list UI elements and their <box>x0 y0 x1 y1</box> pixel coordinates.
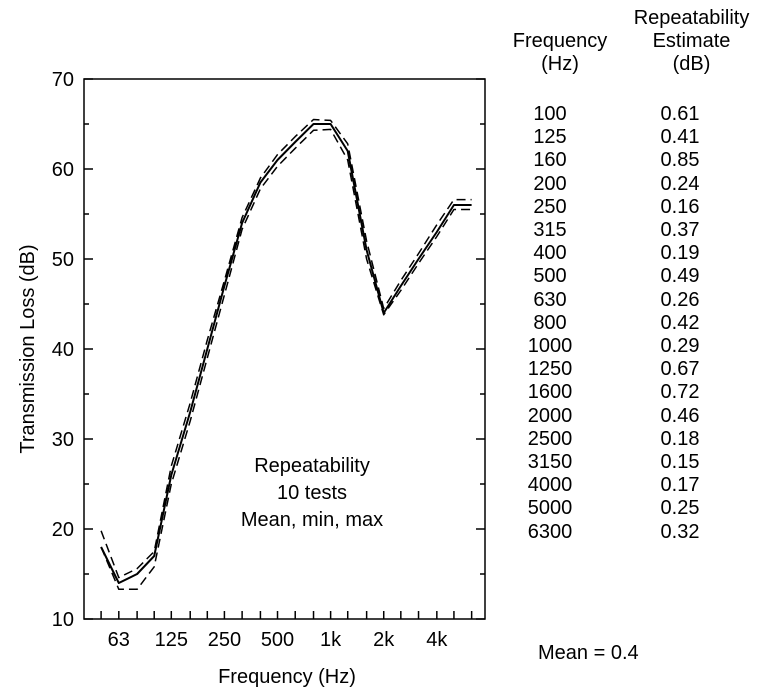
header-repeatability-line-1: Repeatability <box>633 7 750 29</box>
series-line-min <box>100 128 472 591</box>
row-frequency: 2000 <box>527 404 573 427</box>
row-repeatability: 0.16 <box>660 195 700 218</box>
row-repeatability: 0.18 <box>660 427 700 450</box>
transmission-loss-chart: 10 20 30 40 50 60 70 63 125 250 500 1k 2k 4k Transmi… <box>17 69 486 688</box>
row-frequency: 630 <box>533 288 567 311</box>
table-row: 400 0.19 <box>500 242 760 265</box>
row-repeatability: 0.42 <box>660 311 700 334</box>
table-row: 250 0.16 <box>500 196 760 219</box>
row-frequency: 500 <box>533 265 567 288</box>
x-tick-label: 250 <box>208 629 241 651</box>
row-repeatability: 0.46 <box>660 404 700 427</box>
row-frequency: 160 <box>533 149 567 172</box>
header-repeatability-line-2: Estimate <box>652 30 731 52</box>
chart-annotation: Repeatability 10 tests Mean, min, max <box>241 455 383 531</box>
row-repeatability: 0.29 <box>660 335 700 357</box>
annotation-line-3: Mean, min, max <box>241 509 383 531</box>
series-line-mean <box>100 123 472 584</box>
table-row: 4000 0.17 <box>500 474 760 497</box>
y-tick-label: 70 <box>52 69 74 91</box>
row-repeatability: 0.72 <box>660 381 700 404</box>
row-repeatability: 0.32 <box>660 520 700 543</box>
row-frequency: 5000 <box>527 497 573 520</box>
table-row: 1600 0.72 <box>500 381 760 404</box>
x-tick-label: 1k <box>320 629 342 651</box>
table-row: 6300 0.32 <box>500 521 760 544</box>
row-repeatability: 0.49 <box>660 265 700 288</box>
y-axis-ticks: 10 20 30 40 50 60 70 <box>52 69 485 631</box>
x-tick-label: 500 <box>261 629 294 651</box>
table-row: 100 0.61 <box>500 103 760 126</box>
row-frequency: 125 <box>533 126 567 149</box>
table-header-repeatability: Repeatability Estimate (dB) <box>620 7 763 76</box>
row-repeatability: 0.24 <box>660 172 700 195</box>
header-frequency-line-2: (Hz) <box>541 53 579 75</box>
row-repeatability: 0.26 <box>660 288 700 311</box>
y-axis-label: Transmission Loss (dB) <box>17 244 39 453</box>
table-row: 200 0.24 <box>500 173 760 196</box>
y-tick-label: 10 <box>52 609 74 631</box>
row-frequency: 315 <box>533 219 567 241</box>
row-frequency: 200 <box>533 172 567 195</box>
table-row: 160 0.85 <box>500 149 760 172</box>
row-repeatability: 0.85 <box>660 149 700 172</box>
row-repeatability: 0.37 <box>660 219 700 241</box>
row-frequency: 4000 <box>527 474 573 497</box>
table-row: 125 0.41 <box>500 126 760 149</box>
table-header-frequency: Frequency (Hz) <box>495 30 625 76</box>
table-row: 315 0.37 <box>500 219 760 242</box>
x-tick-label: 125 <box>155 629 188 651</box>
row-repeatability: 0.19 <box>660 242 700 265</box>
table-row: 500 0.49 <box>500 265 760 288</box>
series-line-max <box>100 118 472 579</box>
table-row: 2000 0.46 <box>500 405 760 428</box>
mean-value-text: Mean = 0.4 <box>538 642 639 664</box>
row-frequency: 400 <box>533 242 567 265</box>
x-tick-label: 63 <box>108 629 130 651</box>
row-repeatability: 0.67 <box>660 358 700 381</box>
row-repeatability: 0.15 <box>660 451 700 473</box>
table-row: 800 0.42 <box>500 312 760 335</box>
table-row: 630 0.26 <box>500 289 760 312</box>
row-frequency: 250 <box>533 195 567 218</box>
table-row: 1250 0.67 <box>500 358 760 381</box>
y-tick-label: 20 <box>52 519 74 541</box>
row-frequency: 100 <box>533 103 567 125</box>
header-repeatability-line-3: (dB) <box>672 53 711 75</box>
y-tick-label: 60 <box>52 159 74 181</box>
row-frequency: 1250 <box>527 358 573 381</box>
row-frequency: 1000 <box>527 335 573 357</box>
row-frequency: 6300 <box>527 520 573 543</box>
header-frequency-line-1: Frequency <box>512 30 608 52</box>
table-row: 5000 0.25 <box>500 497 760 520</box>
row-repeatability: 0.25 <box>660 497 700 520</box>
row-frequency: 3150 <box>527 451 573 473</box>
row-repeatability: 0.41 <box>660 126 700 149</box>
x-tick-label: 2k <box>373 629 395 651</box>
y-tick-label: 40 <box>52 339 74 361</box>
row-repeatability: 0.61 <box>660 103 700 125</box>
row-frequency: 1600 <box>527 381 573 404</box>
x-axis-label: Frequency (Hz) <box>218 666 356 688</box>
table-row: 1000 0.29 <box>500 335 760 358</box>
row-repeatability: 0.17 <box>660 474 700 497</box>
annotation-line-2: 10 tests <box>277 482 347 504</box>
row-frequency: 800 <box>533 311 567 334</box>
table-row: 3150 0.15 <box>500 451 760 474</box>
row-frequency: 2500 <box>527 427 573 450</box>
x-axis-ticks: 63 125 250 500 1k 2k 4k <box>100 611 473 651</box>
y-tick-label: 30 <box>52 429 74 451</box>
series-layer <box>100 118 472 591</box>
x-tick-label: 4k <box>426 629 448 651</box>
table-row: 2500 0.18 <box>500 428 760 451</box>
annotation-line-1: Repeatability <box>254 455 370 477</box>
y-tick-label: 50 <box>52 249 74 271</box>
